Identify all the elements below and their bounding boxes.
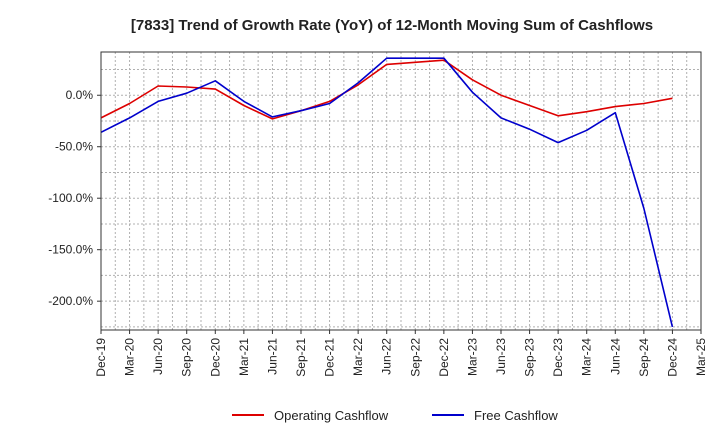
x-tick-label: Jun-23 <box>494 338 508 375</box>
x-axis-ticks: Dec-19 Mar-20 Jun-20 Sep-20 Dec-20 Mar-21 Jun-… <box>94 330 708 377</box>
y-tick-label: -150.0% <box>48 243 93 257</box>
x-tick-label: Dec-22 <box>437 338 451 377</box>
legend-label: Operating Cashflow <box>274 408 389 423</box>
x-tick-label: Mar-21 <box>237 338 251 376</box>
legend-label: Free Cashflow <box>474 408 558 423</box>
x-tick-label: Sep-21 <box>294 338 308 377</box>
x-tick-label: Mar-20 <box>123 338 137 376</box>
series-line-free-cashflow <box>100 57 674 328</box>
x-tick-label: Sep-22 <box>408 338 422 377</box>
x-tick-label: Jun-24 <box>608 338 622 375</box>
x-tick-label: Mar-24 <box>580 338 594 376</box>
series-lines <box>100 57 674 328</box>
x-tick-label: Sep-20 <box>180 338 194 377</box>
y-axis-ticks: 0.0% -50.0% -100.0% -150.0% -200.0% <box>48 88 101 308</box>
x-tick-label: Dec-19 <box>94 338 108 377</box>
x-tick-label: Jun-20 <box>151 338 165 375</box>
x-tick-label: Mar-23 <box>465 338 479 376</box>
x-tick-label: Dec-20 <box>208 338 222 377</box>
x-tick-label: Sep-24 <box>637 338 651 377</box>
x-tick-label: Dec-23 <box>551 338 565 377</box>
grid-lines <box>101 52 701 330</box>
x-tick-label: Sep-23 <box>523 338 537 377</box>
y-tick-label: -100.0% <box>48 191 93 205</box>
plot-area <box>101 52 701 330</box>
x-tick-label: Mar-25 <box>694 338 708 376</box>
y-tick-label: -200.0% <box>48 294 93 308</box>
plot-frame <box>100 51 702 331</box>
chart-title: [7833] Trend of Growth Rate (YoY) of 12-… <box>131 17 653 34</box>
x-tick-label: Dec-21 <box>323 338 337 377</box>
x-tick-label: Jun-21 <box>265 338 279 375</box>
y-tick-label: 0.0% <box>66 88 94 102</box>
x-tick-label: Dec-24 <box>665 338 679 377</box>
y-tick-label: -50.0% <box>55 140 93 154</box>
legend: Operating Cashflow Free Cashflow <box>232 408 558 423</box>
series-line-operating-cashflow <box>100 59 673 120</box>
x-tick-label: Mar-22 <box>351 338 365 376</box>
x-tick-label: Jun-22 <box>380 338 394 375</box>
